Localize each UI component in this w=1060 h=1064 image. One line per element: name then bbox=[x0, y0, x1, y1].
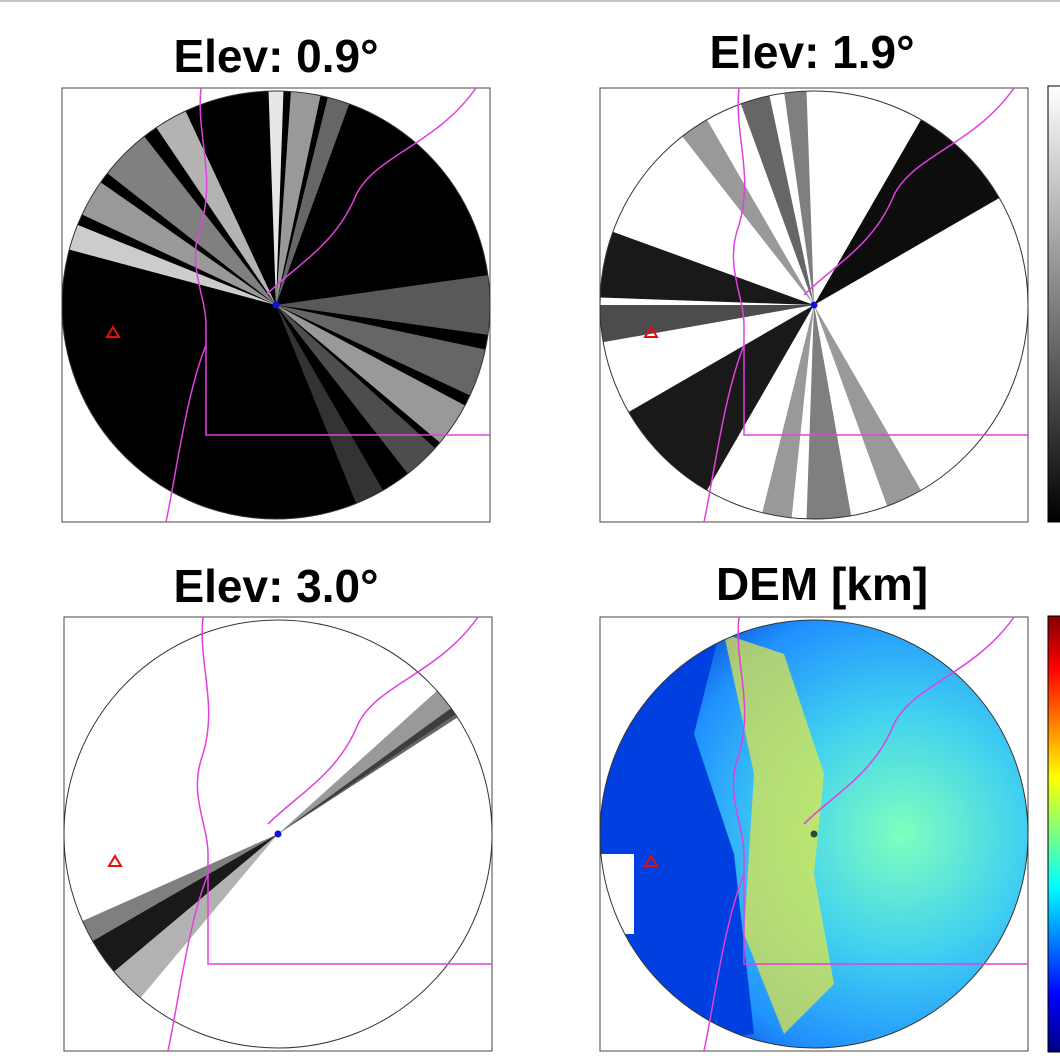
map-panel bbox=[574, 65, 1034, 545]
radar-site bbox=[811, 831, 818, 838]
colorbar bbox=[1048, 616, 1060, 1052]
panel-title: Elev: 0.9° bbox=[173, 30, 378, 82]
radar-site bbox=[275, 831, 282, 838]
colorbar bbox=[1048, 86, 1060, 522]
map-panel bbox=[594, 614, 1034, 1054]
figure: Elev: 0.9° Elev: 1.9° Elev: 3.0° DEM [km… bbox=[0, 0, 1060, 1064]
page: {"panels": [{"title": "Elev: 0.9°"}, {"t… bbox=[0, 0, 1060, 1064]
map-panel bbox=[58, 614, 498, 1054]
panel-title: DEM [km] bbox=[716, 558, 928, 610]
radar-site bbox=[273, 302, 280, 309]
panel-title: Elev: 3.0° bbox=[173, 560, 378, 612]
panel-title: Elev: 1.9° bbox=[709, 26, 914, 78]
radar-site bbox=[811, 302, 818, 309]
map-panel bbox=[44, 65, 516, 528]
